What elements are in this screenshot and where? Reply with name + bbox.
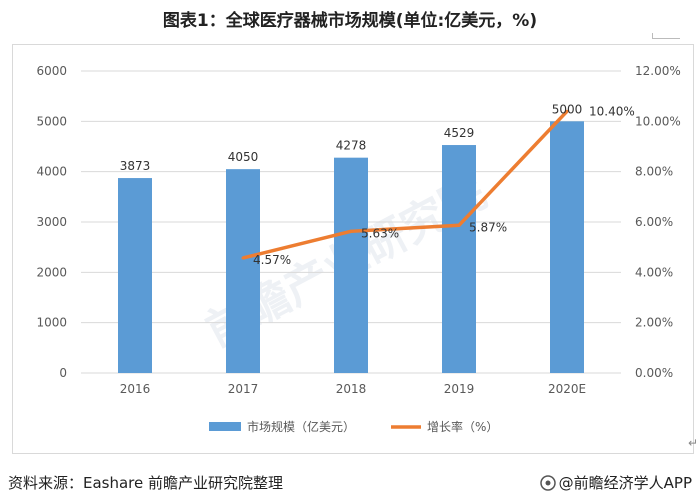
y-left-tick-label: 0 (59, 366, 67, 380)
y-right-tick-label: 12.00% (635, 64, 681, 78)
y-left-tick-label: 2000 (36, 265, 67, 279)
bar-data-label: 4278 (336, 139, 367, 153)
line-point (349, 229, 353, 233)
chart: 前瞻产业研究院01000200030004000500060000.00%2.0… (36, 64, 681, 434)
bar (118, 178, 152, 373)
brand: @前瞻经济学人APP (539, 472, 692, 493)
brand-text: @前瞻经济学人APP (558, 474, 692, 492)
corner-mark (652, 33, 680, 49)
bar (442, 145, 476, 373)
x-tick-label: 2019 (444, 382, 475, 396)
y-right-tick-label: 4.00% (635, 265, 673, 279)
y-right-tick-label: 10.00% (635, 114, 681, 128)
x-tick-label: 2020E (548, 382, 586, 396)
bar (226, 169, 260, 373)
line-point (241, 256, 245, 260)
source-note: 资料来源：Eashare 前瞻产业研究院整理 (8, 474, 284, 492)
legend-bar-label: 市场规模（亿美元） (247, 419, 355, 434)
line-data-label: 5.63% (361, 226, 399, 240)
line-point (565, 109, 569, 113)
y-right-tick-label: 6.00% (635, 215, 673, 229)
brand-logo-icon (539, 474, 556, 491)
y-left-tick-label: 3000 (36, 215, 67, 229)
growth-rate-line (242, 110, 569, 260)
footer: 资料来源：Eashare 前瞻产业研究院整理 @前瞻经济学人APP (0, 468, 700, 494)
y-left-tick-label: 4000 (36, 165, 67, 179)
line-data-label: 5.87% (469, 220, 507, 234)
y-left-tick-label: 1000 (36, 316, 67, 330)
y-right-tick-label: 2.00% (635, 316, 673, 330)
bar (334, 157, 368, 373)
return-mark: ↵ (688, 436, 699, 450)
bar (550, 121, 584, 373)
line-data-label: 4.57% (253, 253, 291, 267)
y-left-tick-label: 5000 (36, 114, 67, 128)
y-right-tick-label: 0.00% (635, 366, 673, 380)
x-tick-label: 2018 (336, 382, 367, 396)
line-point (457, 223, 461, 227)
legend-bar-swatch (209, 422, 241, 431)
bar-data-label: 4050 (228, 150, 259, 164)
line-data-label: 10.40% (589, 104, 635, 118)
x-tick-label: 2016 (120, 382, 151, 396)
bar-data-label: 4529 (444, 126, 475, 140)
legend-line-label: 增长率（%） (427, 419, 498, 434)
chart-title: 图表1：全球医疗器械市场规模(单位:亿美元，%) (162, 11, 538, 31)
y-right-tick-label: 8.00% (635, 165, 673, 179)
x-tick-label: 2017 (228, 382, 259, 396)
y-left-tick-label: 6000 (36, 64, 67, 78)
bar-data-label: 5000 (552, 102, 583, 116)
chart-frame: 前瞻产业研究院01000200030004000500060000.00%2.0… (12, 44, 694, 454)
bar-data-label: 3873 (120, 159, 151, 173)
